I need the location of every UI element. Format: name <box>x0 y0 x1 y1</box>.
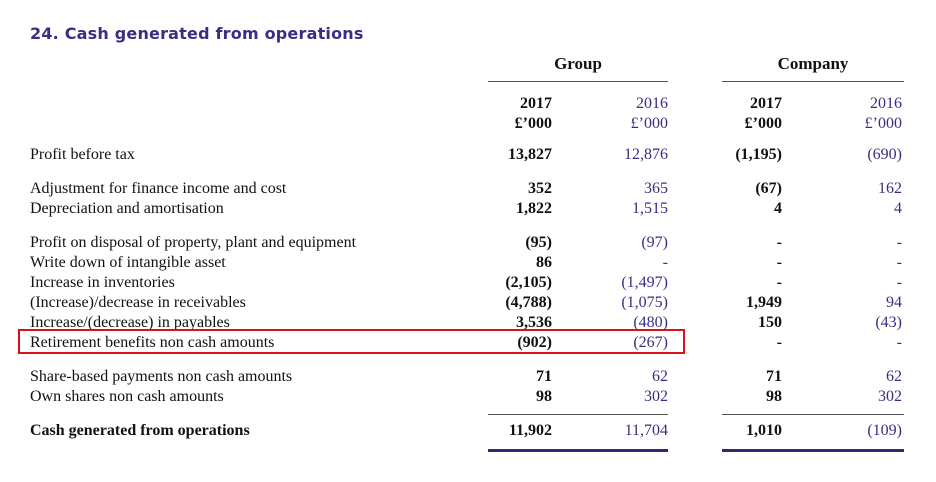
col-header-group-2016: 2016 £’000 <box>631 94 668 134</box>
table-cell: (1,075) <box>621 294 668 311</box>
table-cell: (902) <box>517 334 552 351</box>
col-unit: £’000 <box>630 115 668 132</box>
row-label: Profit before tax <box>30 146 135 163</box>
table-cell: 150 <box>758 314 782 331</box>
table-cell: (109) <box>867 422 902 439</box>
col-year: 2017 <box>750 95 782 112</box>
col-year: 2017 <box>520 95 552 112</box>
table-cell: - <box>776 334 782 351</box>
company-subtotal-rule <box>722 414 904 415</box>
company-header: Company <box>777 54 849 73</box>
table-cell: 4 <box>894 200 902 217</box>
row-label: Adjustment for finance income and cost <box>30 180 287 197</box>
table-cell: (97) <box>641 234 668 251</box>
table-cell: 3,536 <box>516 314 552 331</box>
table-cell: - <box>776 234 782 251</box>
table-cell: (690) <box>867 146 902 163</box>
row-label: Profit on disposal of property, plant an… <box>30 234 357 251</box>
col-header-company-2017: 2017 £’000 <box>745 94 782 134</box>
table-cell: 71 <box>536 368 552 385</box>
table-cell: (2,105) <box>505 274 552 291</box>
table-cell: 98 <box>766 388 782 405</box>
row-label: Increase in inventories <box>30 274 175 291</box>
table-cell: (1,497) <box>621 274 668 291</box>
row-label: Depreciation and amortisation <box>30 200 224 217</box>
table-cell: 86 <box>536 254 552 271</box>
row-label: Share-based payments non cash amounts <box>30 368 293 385</box>
table-cell: 12,876 <box>624 146 668 163</box>
table-cell: - <box>896 334 902 351</box>
table-cell: (480) <box>633 314 668 331</box>
table-cell: 162 <box>878 180 902 197</box>
table-cell: 11,902 <box>508 422 552 439</box>
company-header-rule <box>722 81 904 82</box>
table-cell: 302 <box>644 388 668 405</box>
col-year: 2016 <box>636 95 668 112</box>
table-cell: (267) <box>633 334 668 351</box>
table-cell: 365 <box>644 180 668 197</box>
table-cell: - <box>896 274 902 291</box>
col-header-group-2017: 2017 £’000 <box>515 94 552 134</box>
table-cell: 71 <box>766 368 782 385</box>
note-title: 24. Cash generated from operations <box>30 24 364 43</box>
table-cell: - <box>896 234 902 251</box>
table-cell: (43) <box>875 314 902 331</box>
table-cell: - <box>776 274 782 291</box>
table-cell: 4 <box>774 200 782 217</box>
row-label: Increase/(decrease) in payables <box>30 314 230 331</box>
table-cell: 302 <box>878 388 902 405</box>
table-cell: 62 <box>652 368 668 385</box>
col-unit: £’000 <box>864 115 902 132</box>
table-cell: 352 <box>528 180 552 197</box>
table-cell: 1,010 <box>746 422 782 439</box>
row-label: Write down of intangible asset <box>30 254 226 271</box>
table-cell: (95) <box>525 234 552 251</box>
table-cell: 11,704 <box>624 422 668 439</box>
table-cell: (67) <box>755 180 782 197</box>
group-header-rule <box>488 81 668 82</box>
col-year: 2016 <box>870 95 902 112</box>
table-cell: 1,949 <box>746 294 782 311</box>
group-header: Group <box>554 54 602 73</box>
table-cell: 13,827 <box>508 146 552 163</box>
group-total-double-rule <box>488 449 668 452</box>
table-cell: (1,195) <box>735 146 782 163</box>
col-unit: £’000 <box>744 115 782 132</box>
table-cell: - <box>896 254 902 271</box>
highlight-box <box>18 329 685 354</box>
table-cell: 98 <box>536 388 552 405</box>
row-label: Retirement benefits non cash amounts <box>30 334 275 351</box>
table-cell: (4,788) <box>505 294 552 311</box>
table-cell: 1,822 <box>516 200 552 217</box>
row-label: Own shares non cash amounts <box>30 388 224 405</box>
table-cell: - <box>776 254 782 271</box>
table-cell: 94 <box>886 294 902 311</box>
company-total-double-rule <box>722 449 904 452</box>
group-subtotal-rule <box>488 414 668 415</box>
col-header-company-2016: 2016 £’000 <box>865 94 902 134</box>
table-cell: 1,515 <box>632 200 668 217</box>
row-label: Cash generated from operations <box>30 422 250 439</box>
col-unit: £’000 <box>514 115 552 132</box>
row-label: (Increase)/decrease in receivables <box>30 294 246 311</box>
table-cell: - <box>662 254 668 271</box>
table-cell: 62 <box>886 368 902 385</box>
